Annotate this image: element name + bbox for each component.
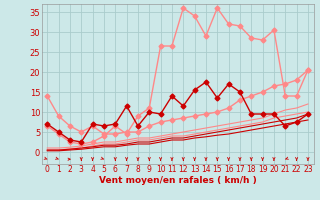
X-axis label: Vent moyen/en rafales ( km/h ): Vent moyen/en rafales ( km/h ) (99, 176, 256, 185)
